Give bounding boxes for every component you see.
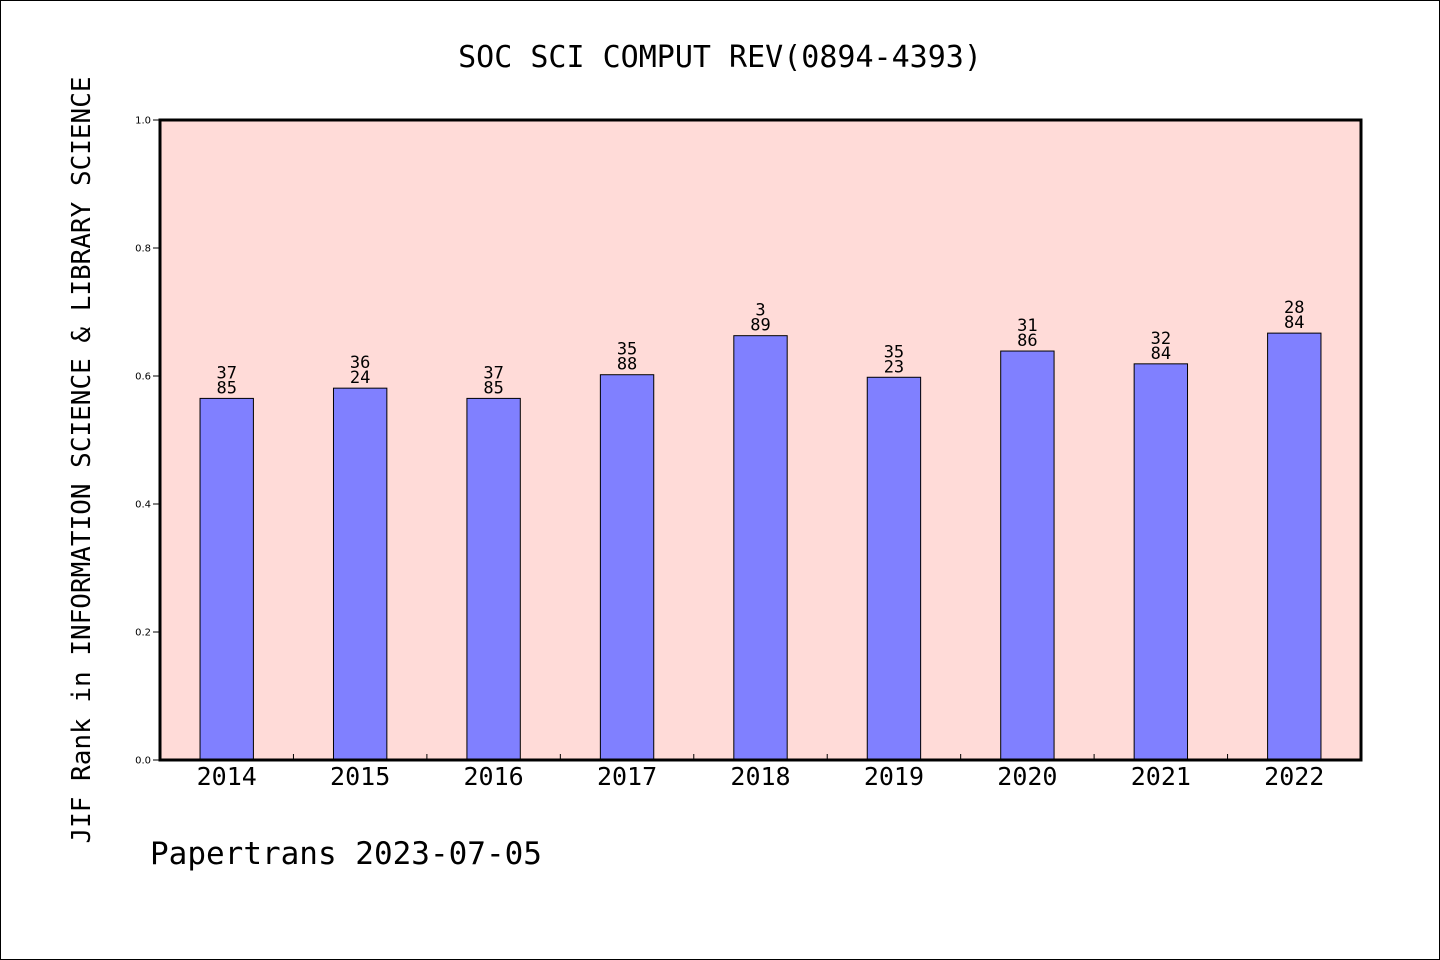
x-tick-label-2017: 2017	[597, 762, 657, 791]
bar-label-bottom-2015: 24	[350, 368, 370, 388]
bar-label-bottom-2014: 85	[216, 378, 236, 398]
bar-label-bottom-2021: 84	[1151, 344, 1171, 364]
bar-label-bottom-2017: 88	[617, 355, 637, 375]
bar-label-bottom-2016: 85	[483, 378, 503, 398]
bar-label-bottom-2020: 86	[1017, 331, 1037, 351]
bar-label-top-2014: 37	[216, 363, 236, 383]
bar-2019	[866, 376, 922, 761]
bar-label-bottom-2022: 84	[1284, 313, 1304, 333]
x-tick-label-2016: 2016	[464, 762, 524, 791]
bar-label-top-2020: 31	[1017, 316, 1037, 336]
y-tick-label-4: 0.8	[135, 244, 151, 255]
x-tick-label-2022: 2022	[1264, 762, 1324, 791]
bar-2021	[1133, 363, 1189, 761]
y-tick-label-3: 0.6	[135, 372, 151, 383]
bar-2017	[599, 374, 655, 761]
bar-label-bottom-2018: 89	[750, 316, 770, 336]
x-tick-label-2014: 2014	[197, 762, 257, 791]
bar-2015	[332, 387, 388, 761]
bar-label-top-2016: 37	[483, 363, 503, 383]
plot-border	[158, 118, 1363, 762]
y-axis-label: JIF Rank in INFORMATION SCIENCE & LIBRAR…	[67, 76, 97, 843]
x-tick-label-2018: 2018	[730, 762, 790, 791]
x-tick-label-2021: 2021	[1131, 762, 1191, 791]
x-axis-labels: 2014 2015 2016 2017 2018 2019 2020 2021 2022	[197, 762, 1325, 791]
y-tick-label-5: 1.0	[135, 116, 151, 127]
bar-2014	[199, 397, 254, 761]
x-tick-label-2015: 2015	[330, 762, 390, 791]
bar-label-top-2015: 36	[350, 353, 370, 373]
bar-label-top-2021: 32	[1151, 329, 1171, 349]
x-tick-label-2019: 2019	[864, 762, 924, 791]
x-tick-label-2020: 2020	[997, 762, 1057, 791]
y-tick-label-0: 0.0	[135, 756, 151, 767]
bars	[199, 332, 1322, 761]
y-tick-label-1: 0.2	[135, 628, 151, 639]
footer-credit: Papertrans 2023-07-05	[150, 836, 542, 872]
bar-2020	[1000, 350, 1055, 761]
y-tick-label-2: 0.4	[135, 500, 151, 511]
y-axis: 0.0 0.2 0.4 0.6 0.8 1.0	[135, 116, 160, 767]
bar-label-top-2018: 3	[755, 301, 765, 321]
bar-2016	[466, 397, 521, 761]
bar-label-top-2019: 35	[884, 342, 904, 362]
bar-2022	[1267, 332, 1322, 761]
chart-title: SOC SCI COMPUT REV(0894-4393)	[458, 40, 982, 75]
bar-label-top-2017: 35	[617, 340, 637, 360]
bar-2018	[733, 335, 788, 761]
bar-label-bottom-2019: 23	[884, 357, 904, 377]
bar-label-top-2022: 28	[1284, 298, 1304, 318]
